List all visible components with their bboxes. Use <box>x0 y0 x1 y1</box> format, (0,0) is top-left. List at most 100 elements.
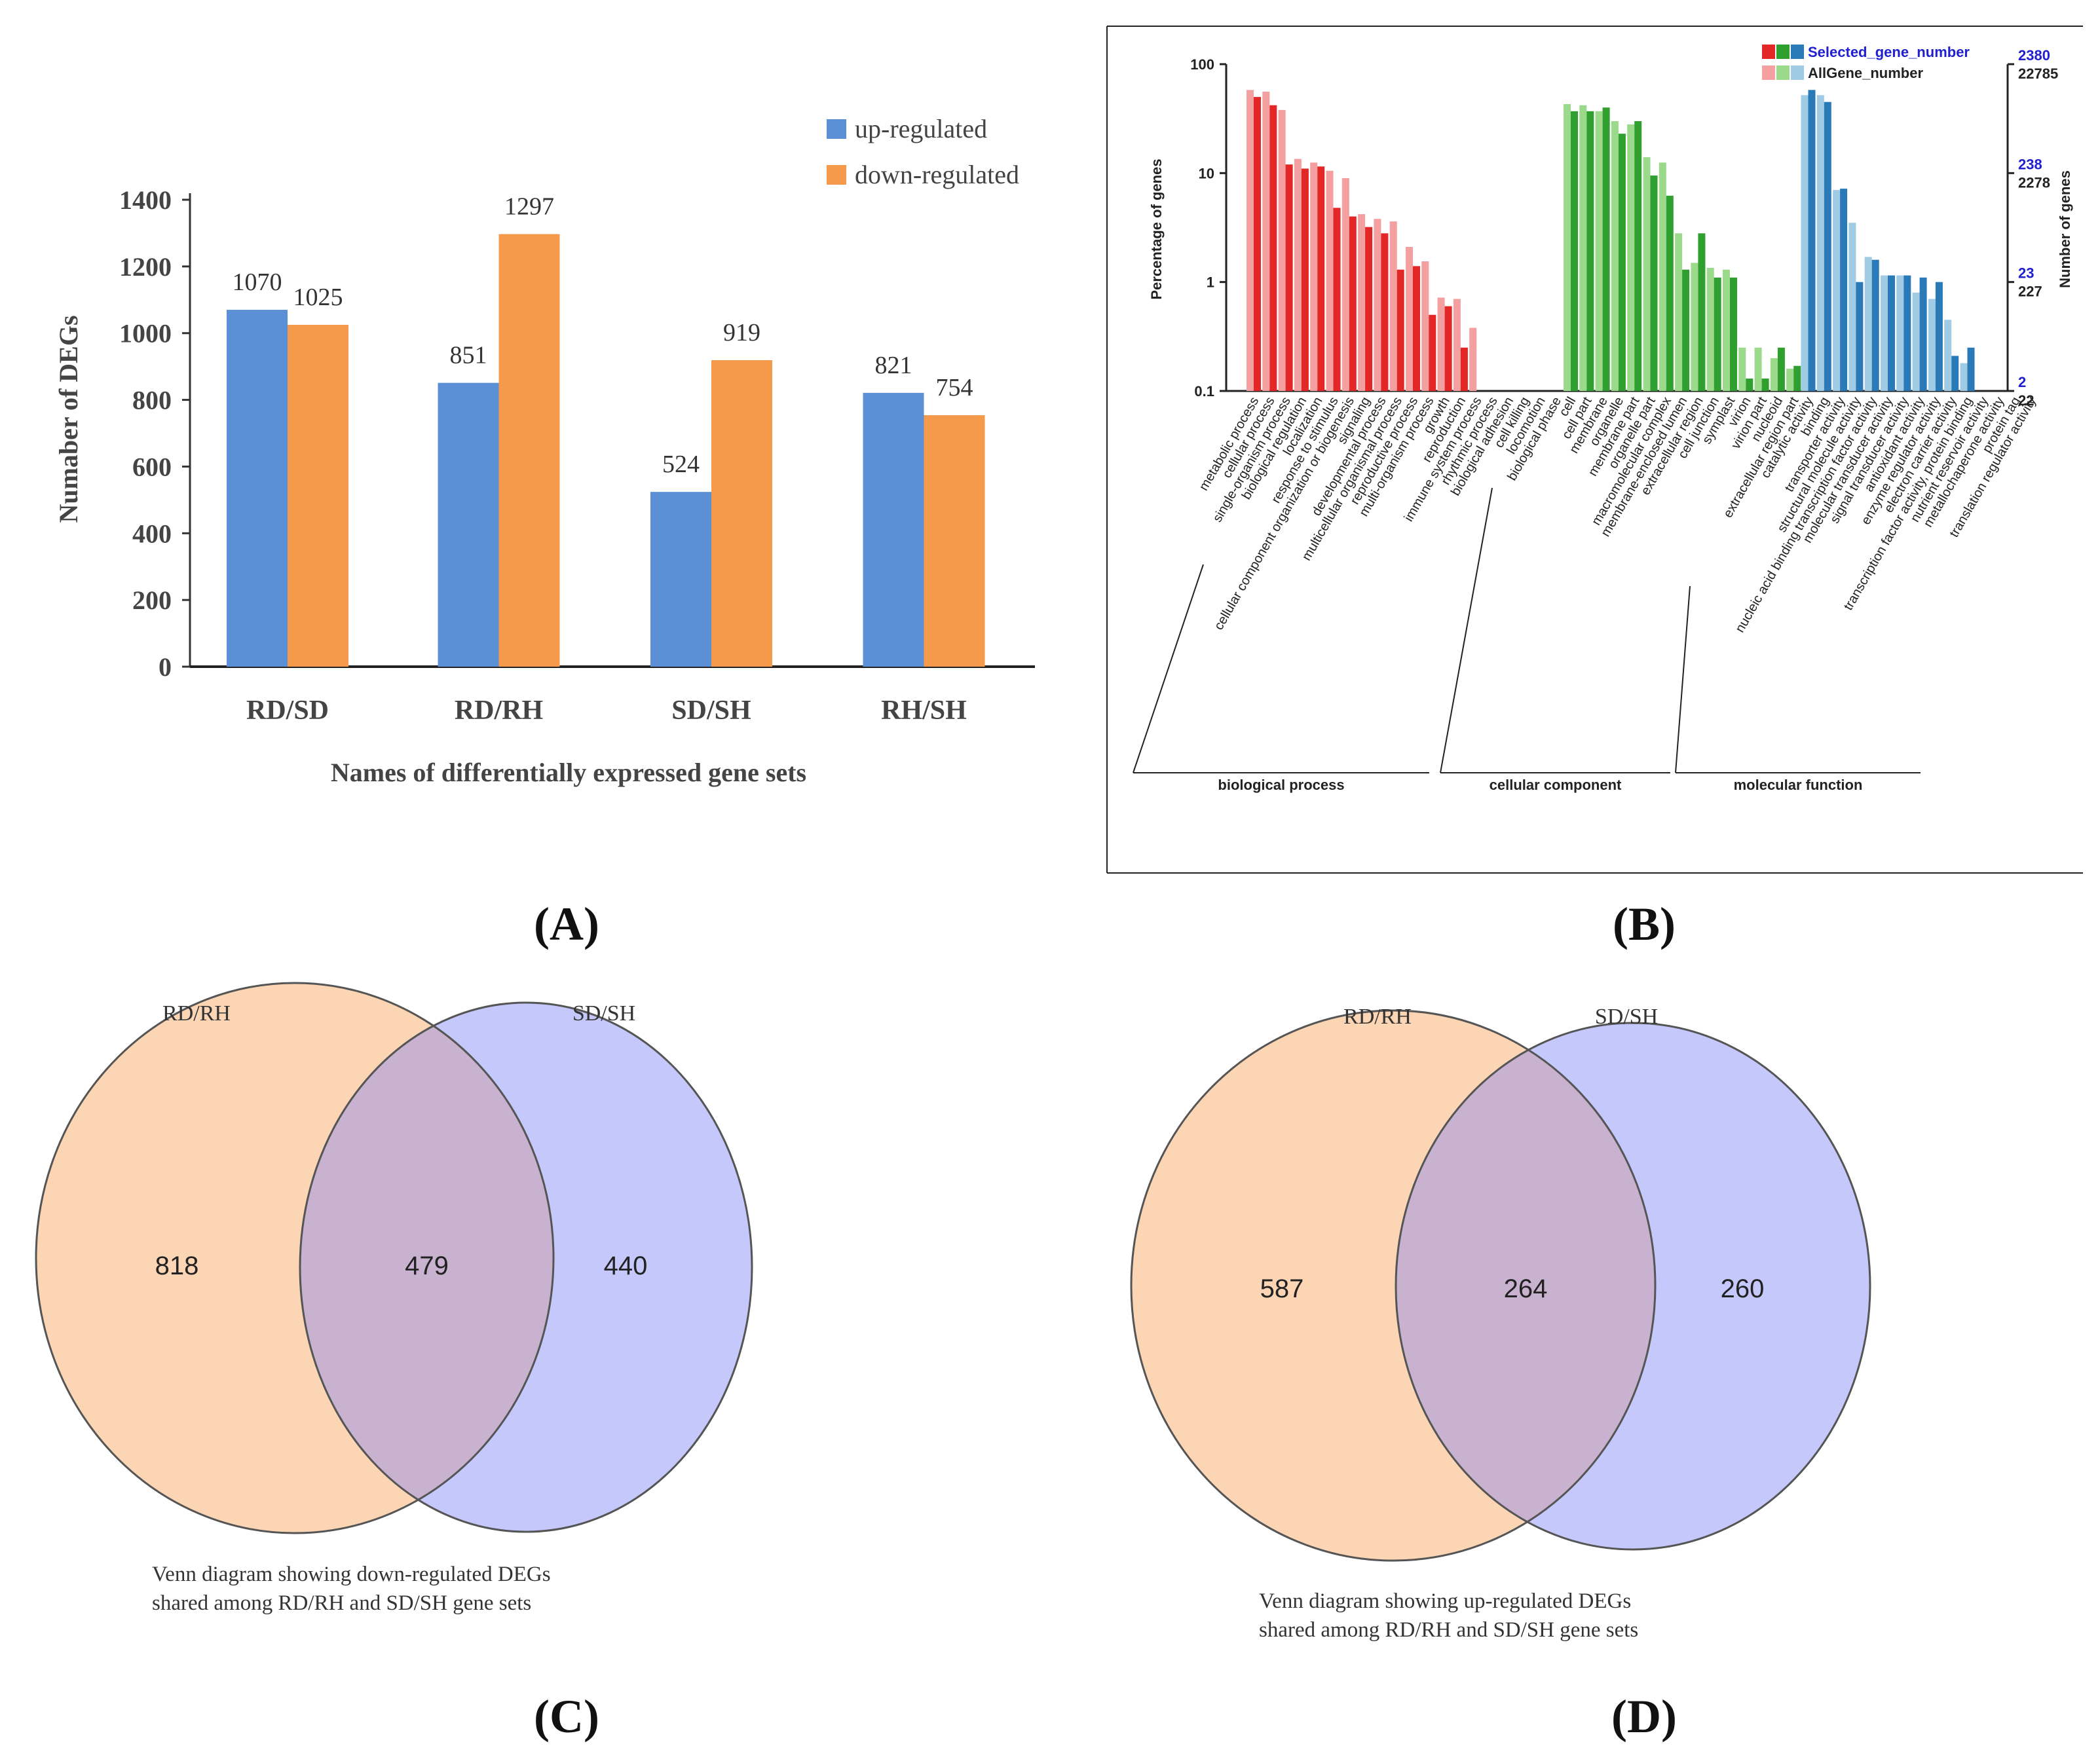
b-bar-all <box>1421 261 1429 391</box>
b-legend-swatch <box>1762 45 1775 59</box>
b-bar-all <box>1643 157 1651 391</box>
b-bar-selected <box>1285 164 1293 392</box>
a-bar-value-label: 1025 <box>293 284 343 311</box>
b-bar-all <box>1627 124 1635 391</box>
venn-left-only-count: 818 <box>155 1251 199 1280</box>
venn-caption-line1: Venn diagram showing down-regulated DEGs <box>152 1563 551 1586</box>
b-bar-all <box>1659 162 1666 391</box>
b-y2-tick-all: 22785 <box>2018 65 2058 82</box>
a-bar-value-label: 851 <box>450 342 487 369</box>
venn-caption-line2: shared among RD/RH and SD/SH gene sets <box>152 1591 531 1615</box>
b-bar-all <box>1864 257 1872 391</box>
b-legend-swatch <box>1791 65 1804 80</box>
a-category-label: RD/RH <box>455 695 543 726</box>
b-bar-all <box>1786 369 1794 391</box>
a-y-tick-label: 200 <box>132 585 172 615</box>
b-bar-selected <box>1746 379 1753 391</box>
panel-label: (B) <box>1613 898 1676 950</box>
b-bar-selected <box>1602 107 1610 392</box>
b-bar-all <box>1691 263 1698 391</box>
b-bar-selected <box>1824 102 1831 391</box>
a-bar-value-label: 754 <box>936 374 973 401</box>
b-group-bracket-side <box>1440 487 1493 773</box>
venn-caption-line2: shared among RD/RH and SD/SH gene sets <box>1259 1618 1638 1642</box>
venn-right-only-count: 440 <box>604 1251 648 1280</box>
venn-set-label-right: SD/SH <box>572 1001 635 1026</box>
a-legend-label: down-regulated <box>855 160 1019 189</box>
b-bar-all <box>1310 162 1318 391</box>
b-bar-all <box>1675 233 1683 391</box>
b-y2-tick-selected: 2 <box>2018 374 2026 390</box>
b-y-tick-label: 10 <box>1199 165 1214 181</box>
venn-caption-line1: Venn diagram showing up-regulated DEGs <box>1259 1589 1631 1613</box>
b-y2-tick-selected: 23 <box>2018 265 2034 282</box>
b-bar-selected <box>1460 347 1468 391</box>
b-legend-swatch <box>1762 65 1775 80</box>
a-bar-up <box>438 382 499 667</box>
b-bar-selected <box>1935 282 1943 391</box>
a-bar-value-label: 821 <box>875 352 912 379</box>
venn-left-outline <box>1130 1009 1657 1562</box>
b-bar-selected <box>1317 166 1325 392</box>
a-bar-value-label: 919 <box>723 319 760 346</box>
b-legend-label: AllGene_number <box>1808 65 1923 81</box>
venn-set-label-left: RD/RH <box>1343 1005 1412 1029</box>
b-y2-tick-all: 227 <box>2018 284 2042 300</box>
b-bar-all <box>1469 327 1477 391</box>
a-bar-down <box>288 324 348 667</box>
b-bar-selected <box>1856 282 1864 391</box>
a-y-tick-label: 0 <box>159 652 172 682</box>
b-bar-selected <box>1349 216 1357 391</box>
a-bar-up <box>650 492 711 667</box>
a-y-tick-label: 600 <box>132 452 172 481</box>
b-bar-all <box>1262 91 1270 392</box>
a-y-tick-label: 400 <box>132 519 172 548</box>
b-bar-selected <box>1397 269 1404 391</box>
venn-overlap <box>1396 1023 1655 1549</box>
b-bar-selected <box>1571 111 1578 391</box>
b-bar-selected <box>1666 195 1674 391</box>
b-bar-selected <box>1618 134 1626 391</box>
b-y-tick-label: 0.1 <box>1194 383 1214 399</box>
venn-left-only-count: 587 <box>1260 1274 1304 1303</box>
b-bar-all <box>1294 158 1302 391</box>
a-y-tick-label: 1400 <box>119 185 172 215</box>
b-bar-all <box>1706 267 1714 391</box>
a-legend-swatch <box>827 165 846 185</box>
b-y2-tick-selected: 2380 <box>2018 47 2050 64</box>
b-bar-selected <box>1903 275 1911 391</box>
b-bar-all <box>1833 190 1841 391</box>
b-bar-all <box>1358 213 1366 391</box>
venn-right-only-count: 260 <box>1721 1274 1765 1303</box>
b-bar-selected <box>1254 97 1261 391</box>
b-bar-all <box>1564 103 1571 391</box>
b-bar-all <box>1341 177 1349 391</box>
b-bar-all <box>1611 120 1619 391</box>
b-bar-selected <box>1413 266 1420 391</box>
b-bar-selected <box>1951 356 1959 391</box>
b-legend-swatch <box>1776 45 1790 59</box>
a-bar-value-label: 1297 <box>504 193 554 220</box>
b-bar-all <box>1912 292 1920 391</box>
b-y-tick-label: 1 <box>1207 274 1214 291</box>
a-bar-down <box>498 234 560 667</box>
panel-label: (D) <box>1611 1690 1677 1743</box>
b-bar-all <box>1801 95 1809 392</box>
b-legend-swatch <box>1791 45 1804 59</box>
b-y2-tick-all: 2278 <box>2018 174 2050 191</box>
a-category-label: RD/SD <box>246 695 329 726</box>
b-bar-all <box>1247 90 1254 392</box>
b-bar-all <box>1374 219 1381 391</box>
b-bar-selected <box>1682 269 1690 391</box>
b-bar-all <box>1754 347 1762 391</box>
b-bar-all <box>1881 275 1888 391</box>
b-bar-all <box>1326 170 1334 391</box>
b-bar-all <box>1278 109 1286 391</box>
a-y-tick-label: 1000 <box>119 319 172 348</box>
b-bar-selected <box>1730 277 1737 391</box>
b-y2-tick-selected: 238 <box>2018 156 2042 172</box>
b-bar-selected <box>1381 233 1389 391</box>
a-bar-up <box>227 310 288 667</box>
a-y-tick-label: 1200 <box>119 252 172 282</box>
